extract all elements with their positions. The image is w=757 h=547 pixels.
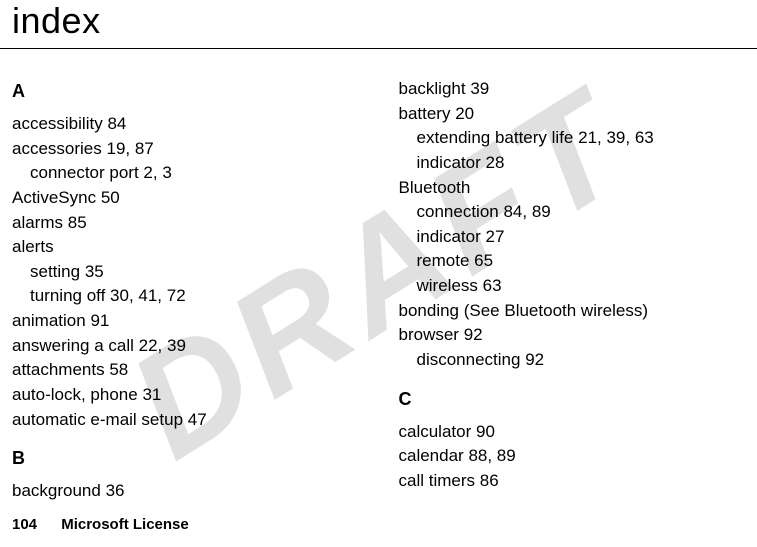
entry-term: remote	[417, 251, 470, 270]
page-footer: 104 Microsoft License	[12, 516, 189, 533]
entry-pages: 20	[455, 104, 474, 123]
entry-term: ActiveSync	[12, 188, 96, 207]
entry-term: backlight	[399, 79, 466, 98]
entry-term: automatic e-mail setup	[12, 410, 183, 429]
section-letter-c: C	[399, 389, 746, 410]
index-entry: call timers 86	[399, 469, 746, 494]
index-entry: accessories 19, 87	[12, 137, 359, 162]
entry-pages: 85	[68, 213, 87, 232]
entry-term: setting	[30, 262, 80, 281]
index-entry: wireless 63	[399, 274, 746, 299]
page-content: index A accessibility 84accessories 19, …	[0, 0, 757, 504]
entry-term: accessibility	[12, 114, 103, 133]
left-column: A accessibility 84accessories 19, 87conn…	[12, 77, 379, 504]
index-entry: battery 20	[399, 102, 746, 127]
index-entry: accessibility 84	[12, 112, 359, 137]
entry-pages: 21, 39, 63	[578, 128, 654, 147]
entry-pages: 31	[142, 385, 161, 404]
entry-pages: 28	[486, 153, 505, 172]
index-entry: animation 91	[12, 309, 359, 334]
entry-pages: 86	[480, 471, 499, 490]
license-text: Microsoft License	[61, 516, 189, 533]
entry-pages: 50	[101, 188, 120, 207]
index-entry: calculator 90	[399, 420, 746, 445]
entry-pages: 22, 39	[139, 336, 186, 355]
entry-term: attachments	[12, 360, 105, 379]
entry-pages: 91	[90, 311, 109, 330]
entry-term: background	[12, 481, 101, 500]
index-entry: auto-lock, phone 31	[12, 383, 359, 408]
entry-pages: 63	[483, 276, 502, 295]
section-letter-b: B	[12, 448, 359, 469]
entry-term: disconnecting	[417, 350, 521, 369]
entry-term: turning off	[30, 286, 105, 305]
section-a-entries: accessibility 84accessories 19, 87connec…	[12, 112, 359, 432]
index-entry: ActiveSync 50	[12, 186, 359, 211]
entry-term: indicator	[417, 153, 481, 172]
entry-pages: 36	[106, 481, 125, 500]
index-entry: Bluetooth	[399, 176, 746, 201]
index-entry: calendar 88, 89	[399, 444, 746, 469]
entry-pages: 39	[470, 79, 489, 98]
entry-term: alerts	[12, 237, 54, 256]
entry-term: wireless	[417, 276, 478, 295]
entry-pages: 30, 41, 72	[110, 286, 186, 305]
entry-term: Bluetooth	[399, 178, 471, 197]
entry-pages: 65	[474, 251, 493, 270]
index-entry: attachments 58	[12, 358, 359, 383]
entry-term: connector port	[30, 163, 139, 182]
entry-term: auto-lock, phone	[12, 385, 138, 404]
page-title: index	[0, 0, 757, 49]
entry-term: browser	[399, 325, 459, 344]
entry-term: calculator	[399, 422, 472, 441]
entry-pages: 2, 3	[143, 163, 171, 182]
entry-term: connection	[417, 202, 499, 221]
right-column: backlight 39battery 20extending battery …	[379, 77, 746, 504]
index-entry: indicator 28	[399, 151, 746, 176]
index-entry: backlight 39	[399, 77, 746, 102]
entry-pages: 35	[85, 262, 104, 281]
entry-pages: 84	[107, 114, 126, 133]
index-entry: bonding (See Bluetooth wireless)	[399, 299, 746, 324]
entry-term: answering a call	[12, 336, 134, 355]
entry-term: call timers	[399, 471, 476, 490]
entry-term: accessories	[12, 139, 102, 158]
entry-term: indicator	[417, 227, 481, 246]
index-columns: A accessibility 84accessories 19, 87conn…	[0, 77, 757, 504]
index-entry: alarms 85	[12, 211, 359, 236]
page-number: 104	[12, 516, 37, 533]
entry-term: animation	[12, 311, 86, 330]
section-b-continued: backlight 39battery 20extending battery …	[399, 77, 746, 373]
index-entry: extending battery life 21, 39, 63	[399, 126, 746, 151]
index-entry: connection 84, 89	[399, 200, 746, 225]
index-entry: disconnecting 92	[399, 348, 746, 373]
entry-pages: 92	[525, 350, 544, 369]
index-entry: turning off 30, 41, 72	[12, 284, 359, 309]
index-entry: indicator 27	[399, 225, 746, 250]
section-letter-a: A	[12, 81, 359, 102]
section-b-entries: background 36	[12, 479, 359, 504]
index-entry: setting 35	[12, 260, 359, 285]
entry-pages: 88, 89	[468, 446, 515, 465]
index-entry: alerts	[12, 235, 359, 260]
index-entry: connector port 2, 3	[12, 161, 359, 186]
entry-pages: 27	[486, 227, 505, 246]
entry-pages: 47	[188, 410, 207, 429]
index-entry: background 36	[12, 479, 359, 504]
entry-term: alarms	[12, 213, 63, 232]
entry-term: battery	[399, 104, 451, 123]
entry-term: bonding (See Bluetooth wireless)	[399, 301, 648, 320]
index-entry: browser 92	[399, 323, 746, 348]
index-entry: remote 65	[399, 249, 746, 274]
entry-pages: 90	[476, 422, 495, 441]
entry-pages: 84, 89	[503, 202, 550, 221]
entry-pages: 92	[464, 325, 483, 344]
index-entry: automatic e-mail setup 47	[12, 408, 359, 433]
entry-term: calendar	[399, 446, 464, 465]
entry-pages: 19, 87	[107, 139, 154, 158]
entry-pages: 58	[109, 360, 128, 379]
index-entry: answering a call 22, 39	[12, 334, 359, 359]
section-c-entries: calculator 90calendar 88, 89call timers …	[399, 420, 746, 494]
entry-term: extending battery life	[417, 128, 574, 147]
